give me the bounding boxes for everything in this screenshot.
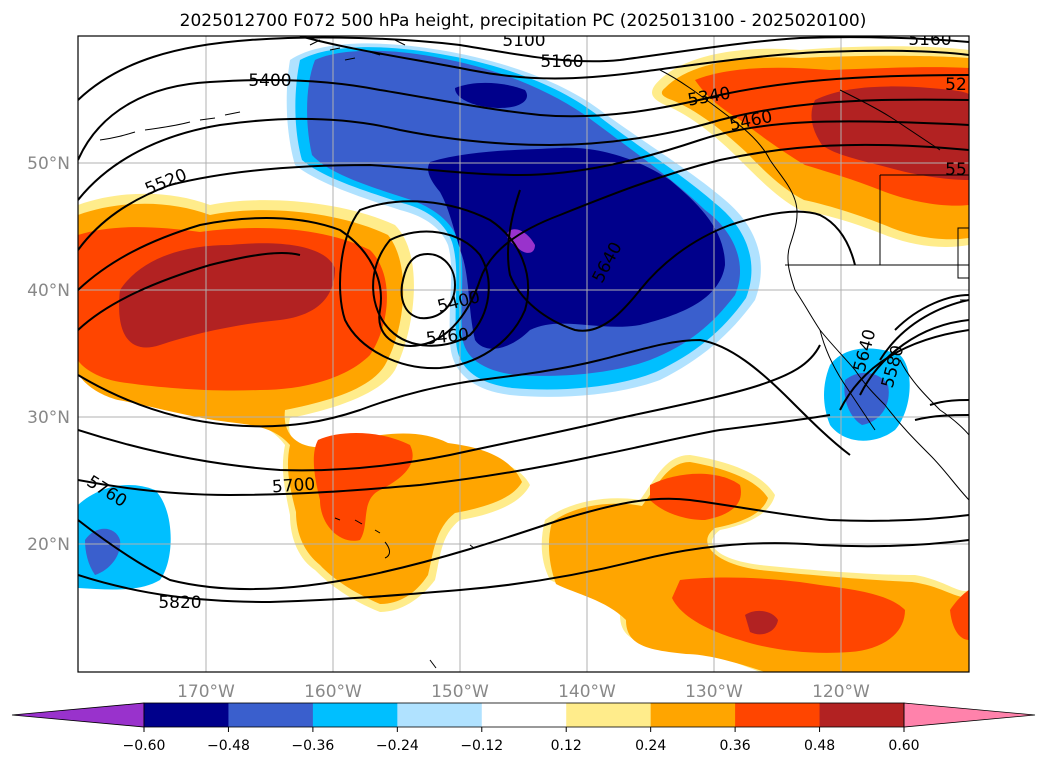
colorbar-segment: [735, 703, 821, 727]
colorbar-segment: [566, 703, 652, 727]
shade-se-red2: [672, 577, 905, 653]
shade-sw-blue: [85, 528, 121, 575]
contour-label: 5820: [158, 593, 201, 613]
contour-label: 5460: [425, 325, 470, 349]
lon-label: 150°W: [431, 682, 489, 702]
shade-ne-dark: [811, 86, 969, 180]
contour-label: 5400: [248, 71, 291, 91]
shade-se-red: [650, 473, 741, 520]
lat-label: 30°N: [27, 408, 70, 428]
height-contours: [78, 36, 969, 604]
lon-label: 120°W: [812, 682, 870, 702]
figure-title: 2025012700 F072 500 hPa height, precipit…: [180, 11, 867, 31]
shade-se-dark: [745, 610, 778, 635]
colorbar-tick-label: 0.24: [635, 738, 666, 754]
colorbar-tick-label: 0.48: [804, 738, 835, 754]
shade-center-purple: [507, 229, 535, 253]
coastlines: [99, 39, 969, 669]
colorbar-segment: [397, 703, 483, 727]
colorbar-segment: [650, 703, 736, 727]
contour-label: 5160: [908, 30, 951, 50]
lon-label: 140°W: [558, 682, 616, 702]
precip-shading: [78, 43, 969, 672]
colorbar-tick-label: 0.36: [720, 738, 751, 754]
colorbar-tick-label: −0.60: [123, 738, 166, 754]
colorbar-tick-label: 0.12: [551, 738, 582, 754]
contour-label: 52: [945, 75, 967, 95]
shade-north-navy: [455, 82, 528, 108]
contour-label: 55: [945, 160, 967, 180]
colorbar-tick-label: −0.48: [207, 738, 250, 754]
shade-center-navy: [428, 147, 725, 349]
lat-label: 40°N: [27, 281, 70, 301]
colorbar-extend-low: [11, 702, 145, 728]
shade-west-dark: [119, 243, 336, 348]
lat-label: 50°N: [27, 154, 70, 174]
shade-se-corner: [950, 590, 969, 640]
colorbar-segment: [481, 703, 567, 727]
lat-label: 20°N: [27, 535, 70, 555]
colorbar-tick-label: −0.36: [291, 738, 334, 754]
lon-label: 130°W: [685, 682, 743, 702]
lon-label: 160°W: [304, 682, 362, 702]
colorbar-tick-label: 0.60: [888, 738, 919, 754]
map-panel: 5100 5160 5160 5400 5520 5400 5460 5640 …: [78, 30, 969, 672]
colorbar-tick-label: −0.24: [376, 738, 419, 754]
colorbar-segment: [228, 703, 314, 727]
shade-hawaii-red: [313, 433, 413, 541]
map-frame: [77, 35, 970, 673]
contour-label: 5700: [271, 475, 316, 498]
latitude-labels: 50°N 40°N 30°N 20°N: [27, 154, 70, 555]
longitude-labels: 170°W 160°W 150°W 140°W 130°W 120°W: [177, 682, 870, 702]
colorbar-tick-label: −0.12: [460, 738, 503, 754]
colorbar: −0.60 −0.48 −0.36 −0.24 −0.12 0.12 0.24 0.36 0.4…: [11, 702, 1036, 754]
lon-label: 170°W: [177, 682, 235, 702]
colorbar-segment: [819, 703, 905, 727]
colorbar-segment: [144, 703, 229, 727]
contour-label: 5160: [540, 52, 583, 72]
map-gridlines: [78, 36, 969, 672]
colorbar-extend-high: [903, 702, 1036, 728]
colorbar-segment: [312, 703, 398, 727]
contour-label: 5100: [502, 31, 545, 51]
